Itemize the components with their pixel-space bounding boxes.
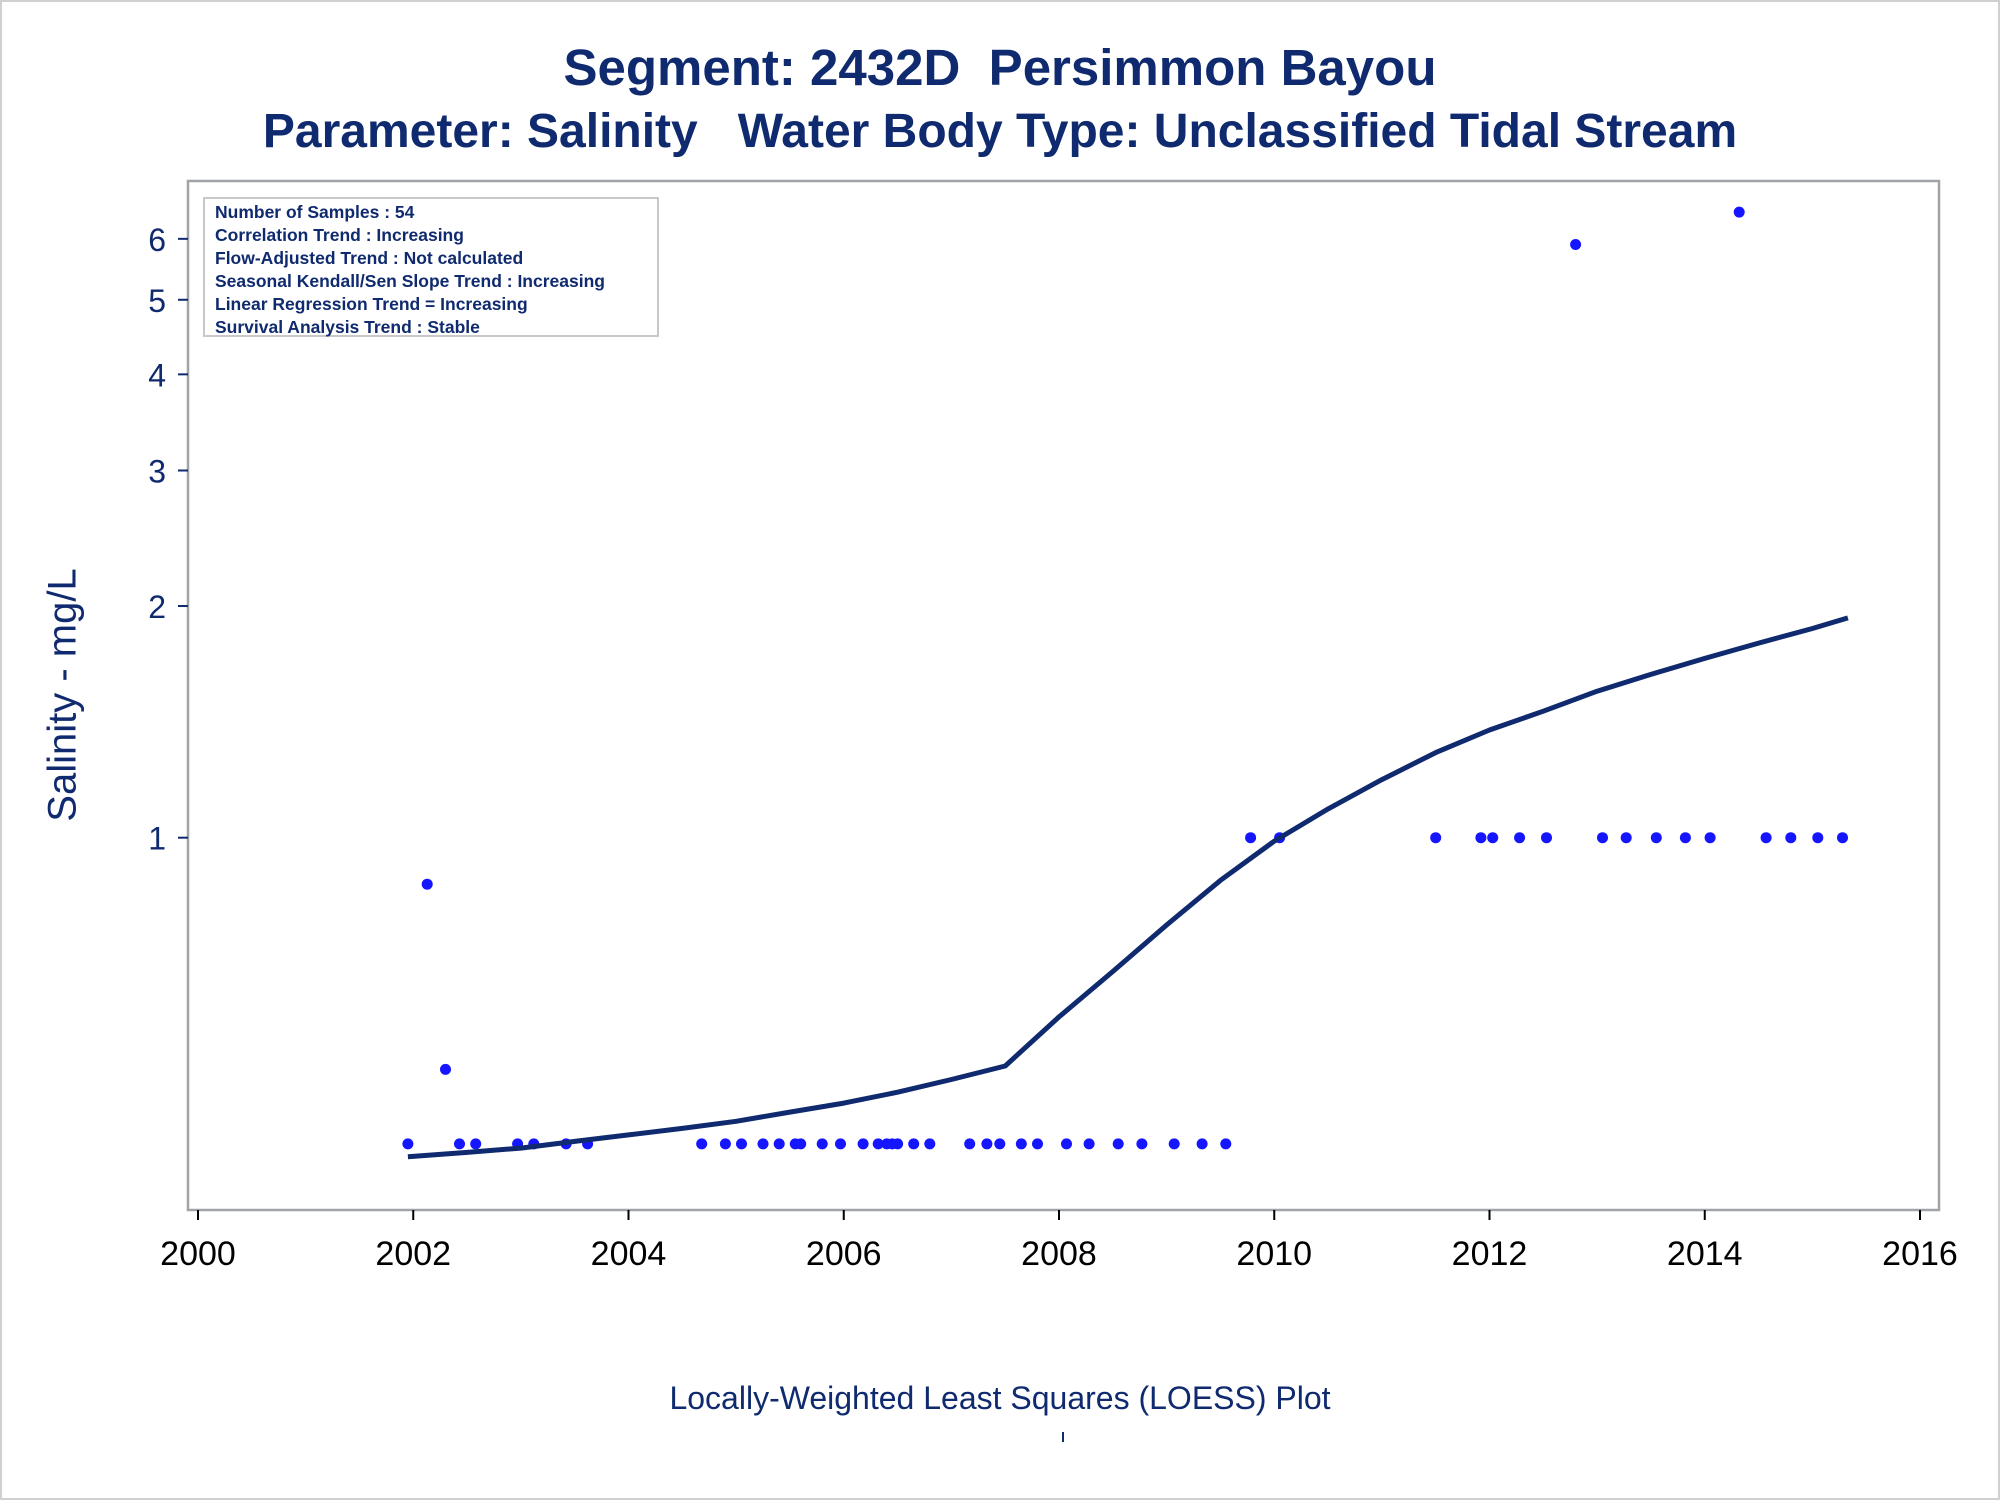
x-tick-label: 2014 <box>1667 1235 1743 1273</box>
data-point <box>1196 1138 1208 1150</box>
data-point <box>892 1138 904 1150</box>
data-point <box>1650 832 1662 844</box>
x-tick-label: 2000 <box>160 1235 236 1273</box>
data-point <box>1760 832 1772 844</box>
data-point <box>1136 1138 1148 1150</box>
series-group <box>402 206 1849 1160</box>
data-point <box>1430 832 1442 844</box>
data-point <box>1168 1138 1180 1150</box>
y-tick-label: 1 <box>148 821 166 857</box>
x-axis-label: Locally-Weighted Least Squares (LOESS) P… <box>669 1380 1331 1416</box>
data-point <box>1570 239 1582 250</box>
data-point <box>773 1138 785 1150</box>
stat-line: Linear Regression Trend = Increasing <box>215 294 528 314</box>
data-point <box>1812 832 1824 844</box>
stat-line: Correlation Trend : Increasing <box>215 225 464 245</box>
data-point <box>421 878 433 890</box>
data-point <box>1032 1138 1043 1150</box>
y-tick-label: 3 <box>148 454 166 490</box>
x-tick-label: 2002 <box>375 1235 451 1273</box>
data-point <box>1733 206 1745 218</box>
data-point <box>440 1063 451 1075</box>
data-point <box>1061 1138 1072 1150</box>
data-point <box>1112 1138 1124 1150</box>
data-point <box>994 1138 1006 1150</box>
data-point <box>719 1138 731 1150</box>
data-point <box>1245 832 1257 844</box>
data-point <box>1514 832 1526 844</box>
data-point <box>1597 832 1608 844</box>
data-point <box>908 1138 920 1150</box>
y-axis: 1 2 3 4 5 6 <box>148 222 188 857</box>
x-tick-label: 2008 <box>1021 1235 1097 1273</box>
x-tick-label: 2016 <box>1882 1235 1958 1273</box>
chart-subtitle: Parameter: Salinity Water Body Type: Unc… <box>262 105 1738 158</box>
data-point <box>1220 1138 1232 1150</box>
y-tick-label: 2 <box>148 589 166 625</box>
data-point <box>1541 832 1552 844</box>
data-point <box>816 1138 828 1150</box>
data-point <box>1475 832 1487 844</box>
data-point <box>1837 832 1848 844</box>
stat-line: Flow-Adjusted Trend : Not calculated <box>215 248 524 268</box>
data-point <box>795 1138 807 1150</box>
x-tick-label: 2010 <box>1236 1235 1312 1273</box>
x-tick-label: 2012 <box>1452 1235 1528 1273</box>
x-tick-label: 2004 <box>591 1235 667 1273</box>
data-point <box>736 1138 747 1150</box>
data-point <box>1083 1138 1095 1150</box>
stat-line: Survival Analysis Trend : Stable <box>215 317 480 337</box>
plot-border <box>186 179 1941 1212</box>
data-point <box>696 1138 708 1150</box>
data-point <box>981 1138 993 1150</box>
data-point <box>1620 832 1632 844</box>
data-point <box>924 1138 936 1150</box>
stats-legend-box: Number of Samples : 54 Correlation Trend… <box>203 197 659 337</box>
footnote-mark <box>1062 1432 1064 1442</box>
data-point <box>402 1138 414 1150</box>
data-point <box>964 1138 976 1150</box>
data-point <box>1704 832 1716 844</box>
data-point <box>1487 832 1499 844</box>
loess-trend-line <box>407 615 1849 1160</box>
data-point <box>454 1138 465 1150</box>
data-point <box>835 1138 846 1150</box>
chart-title: Segment: 2432D Persimmon Bayou <box>563 39 1437 96</box>
y-axis-label: Salinity - mg/L <box>40 568 85 822</box>
stat-line: Number of Samples : 54 <box>215 202 415 222</box>
y-tick-label: 5 <box>148 283 166 319</box>
data-point <box>872 1138 884 1150</box>
stat-line: Seasonal Kendall/Sen Slope Trend : Incre… <box>215 271 605 291</box>
data-point <box>1679 832 1691 844</box>
data-point <box>470 1138 482 1150</box>
data-point <box>1015 1138 1027 1150</box>
y-tick-label: 4 <box>148 357 166 393</box>
data-point <box>757 1138 769 1150</box>
data-point <box>1785 832 1797 844</box>
x-tick-label: 2006 <box>806 1235 882 1273</box>
y-tick-label: 6 <box>148 222 166 258</box>
x-axis: 2000 2002 2004 2006 2008 2010 2012 2014 2016 <box>160 1210 1958 1273</box>
data-point <box>857 1138 869 1150</box>
